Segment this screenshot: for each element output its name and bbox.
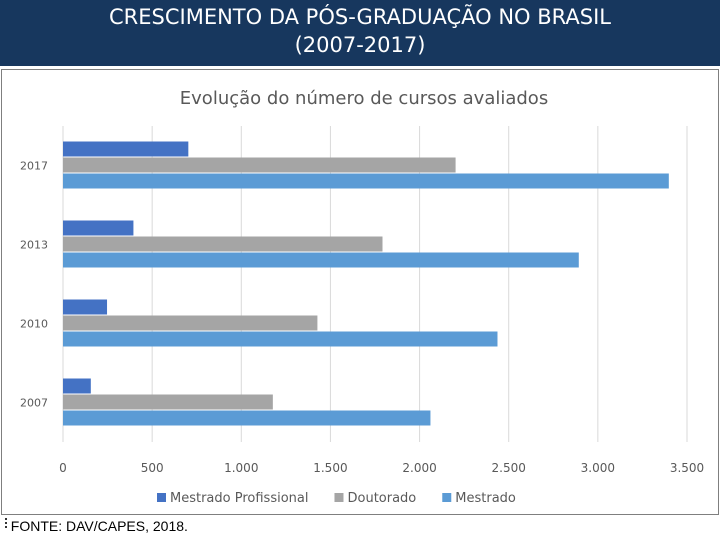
bar-doutorado — [63, 157, 456, 173]
x-tick-label: 2.000 — [402, 461, 436, 475]
x-tick-label: 3.000 — [581, 461, 615, 475]
bar-mestrado — [63, 331, 498, 347]
bar-mestrado-profissional — [63, 378, 91, 394]
x-tick-label: 3.500 — [670, 461, 704, 475]
x-tick-label: 1.000 — [224, 461, 258, 475]
y-category-label: 2010 — [20, 318, 48, 331]
bar-mestrado — [63, 410, 431, 426]
source-note: FONTE: DAV/CAPES, 2018. — [3, 518, 188, 534]
bar-doutorado — [63, 394, 273, 410]
bar-doutorado — [63, 315, 318, 331]
bar-mestrado-profissional — [63, 299, 108, 315]
y-category-label: 2017 — [20, 160, 48, 173]
slide-subtitle: (2007-2017) — [294, 33, 426, 57]
x-tick-label: 1.500 — [313, 461, 347, 475]
bar-mestrado — [63, 173, 669, 189]
legend-swatch — [157, 493, 166, 502]
legend-swatch — [334, 493, 344, 502]
chart-title: Evolução do número de cursos avaliados — [180, 88, 548, 109]
x-tick-label: 0 — [59, 461, 67, 475]
bar-mestrado-profissional — [63, 141, 189, 157]
x-tick-label: 2.500 — [492, 461, 526, 475]
legend-label: Mestrado — [455, 491, 516, 506]
y-category-label: 2013 — [20, 239, 48, 252]
chart-frame: Evolução do número de cursos avaliados 0 5… — [1, 69, 719, 515]
source-text: FONTE: DAV/CAPES, 2018. — [10, 518, 188, 534]
source-marker — [5, 518, 10, 528]
bar-chart: Evolução do número de cursos avaliados 0 5… — [20, 88, 704, 506]
legend-label: Mestrado Profissional — [170, 491, 308, 506]
legend-swatch — [442, 493, 452, 502]
background-watermark — [300, 510, 620, 540]
slide-header: CRESCIMENTO DA PÓS-GRADUAÇÃO NO BRASIL (… — [0, 0, 720, 66]
slide-title: CRESCIMENTO DA PÓS-GRADUAÇÃO NO BRASIL — [109, 5, 611, 29]
y-category-label: 2007 — [20, 397, 48, 410]
x-tick-label: 500 — [141, 461, 164, 475]
bar-mestrado-profissional — [63, 220, 134, 236]
legend-label: Doutorado — [347, 491, 416, 506]
bar-mestrado — [63, 252, 579, 268]
bar-doutorado — [63, 236, 383, 252]
